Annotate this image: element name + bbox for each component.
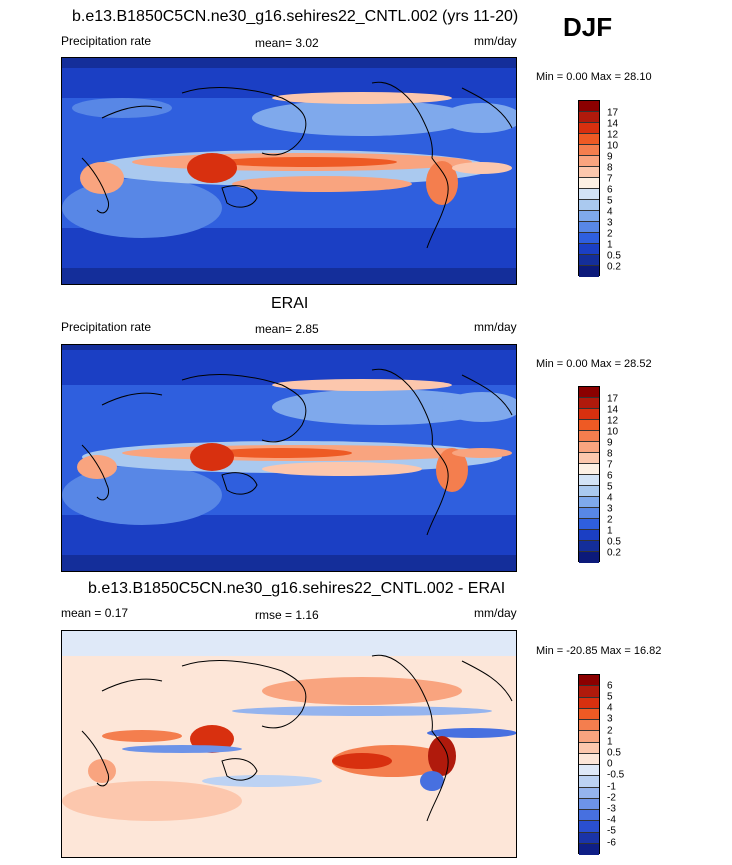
panel3-tick: -0.5 bbox=[607, 769, 625, 781]
panel2-tick: 5 bbox=[607, 481, 613, 493]
panel3-tick: -6 bbox=[607, 837, 616, 849]
panel2-tick: 3 bbox=[607, 503, 613, 515]
panel1-colorbar bbox=[578, 100, 600, 277]
panel3-tick: -5 bbox=[607, 825, 616, 837]
panel1-tick: 17 bbox=[607, 107, 619, 119]
panel2-tick: 6 bbox=[607, 470, 613, 482]
panel3-map bbox=[61, 630, 517, 858]
panel1-title: b.e13.B1850C5CN.ne30_g16.sehires22_CNTL.… bbox=[72, 8, 519, 25]
panel1-tick: 7 bbox=[607, 173, 613, 185]
panel3-tick: 3 bbox=[607, 713, 613, 725]
season-label: DJF bbox=[563, 12, 613, 42]
panel1-tick: 2 bbox=[607, 228, 613, 240]
panel1-tick: 5 bbox=[607, 195, 613, 207]
panel1-tick: 9 bbox=[607, 151, 613, 163]
panel2-title: ERAI bbox=[271, 295, 309, 312]
panel1-tick: 0.2 bbox=[607, 261, 621, 273]
panel2-tick: 12 bbox=[607, 415, 619, 427]
panel3-minmax-label: Min = -20.85 Max = 16.82 bbox=[536, 645, 662, 657]
panel3-map-field bbox=[62, 631, 516, 857]
panel3-tick: 1 bbox=[607, 736, 613, 748]
panel2-tick: 10 bbox=[607, 426, 619, 438]
panel3-tick: 0.5 bbox=[607, 747, 621, 759]
panel3-tick: 5 bbox=[607, 691, 613, 703]
panel3-colorbar bbox=[578, 674, 600, 855]
panel2-minmax-label: Min = 0.00 Max = 28.52 bbox=[536, 358, 652, 370]
panel3-units-label: mm/day bbox=[474, 606, 517, 620]
panel1-mean-label: mean= 3.02 bbox=[255, 36, 319, 50]
panel1-tick: 1 bbox=[607, 239, 613, 251]
panel1-tick: 14 bbox=[607, 118, 619, 130]
panel1-units-label: mm/day bbox=[474, 34, 517, 48]
panel3-tick: -1 bbox=[607, 781, 616, 793]
panel3-rmse-label: rmse = 1.16 bbox=[255, 608, 319, 622]
panel1-variable-label: Precipitation rate bbox=[61, 34, 152, 48]
panel1-minmax-label: Min = 0.00 Max = 28.10 bbox=[536, 71, 652, 83]
panel2-tick: 9 bbox=[607, 437, 613, 449]
panel2-map-field bbox=[62, 345, 516, 571]
panel3-tick: -3 bbox=[607, 803, 616, 815]
panel2-tick: 4 bbox=[607, 492, 613, 504]
panel1-map bbox=[61, 57, 517, 285]
panel1-tick: 10 bbox=[607, 140, 619, 152]
panel2-units-label: mm/day bbox=[474, 320, 517, 334]
panel3-tick: 4 bbox=[607, 702, 613, 714]
panel1-tick: 8 bbox=[607, 162, 613, 174]
panel3-tick: 6 bbox=[607, 680, 613, 692]
panel2-tick: 14 bbox=[607, 404, 619, 416]
panel2-tick: 0.5 bbox=[607, 536, 621, 548]
panel1-map-field bbox=[62, 58, 516, 284]
panel2-tick: 2 bbox=[607, 514, 613, 526]
panel2-mean-label: mean= 2.85 bbox=[255, 322, 319, 336]
panel1-tick: 6 bbox=[607, 184, 613, 196]
panel3-title: b.e13.B1850C5CN.ne30_g16.sehires22_CNTL.… bbox=[88, 580, 506, 597]
panel3-tick: -4 bbox=[607, 814, 616, 826]
panel2-tick: 8 bbox=[607, 448, 613, 460]
panel1-tick: 4 bbox=[607, 206, 613, 218]
panel2-map bbox=[61, 344, 517, 572]
panel3-tick: 0 bbox=[607, 758, 613, 770]
panel2-variable-label: Precipitation rate bbox=[61, 320, 152, 334]
panel1-tick: 12 bbox=[607, 129, 619, 141]
panel2-tick: 1 bbox=[607, 525, 613, 537]
panel1-tick: 3 bbox=[607, 217, 613, 229]
panel2-tick: 17 bbox=[607, 393, 619, 405]
panel1-tick: 0.5 bbox=[607, 250, 621, 262]
panel3-tick: 2 bbox=[607, 725, 613, 737]
panel3-tick: -2 bbox=[607, 792, 616, 804]
panel2-tick: 0.2 bbox=[607, 547, 621, 559]
panel2-tick: 7 bbox=[607, 459, 613, 471]
panel2-colorbar bbox=[578, 386, 600, 563]
panel3-mean-label: mean = 0.17 bbox=[61, 606, 129, 620]
